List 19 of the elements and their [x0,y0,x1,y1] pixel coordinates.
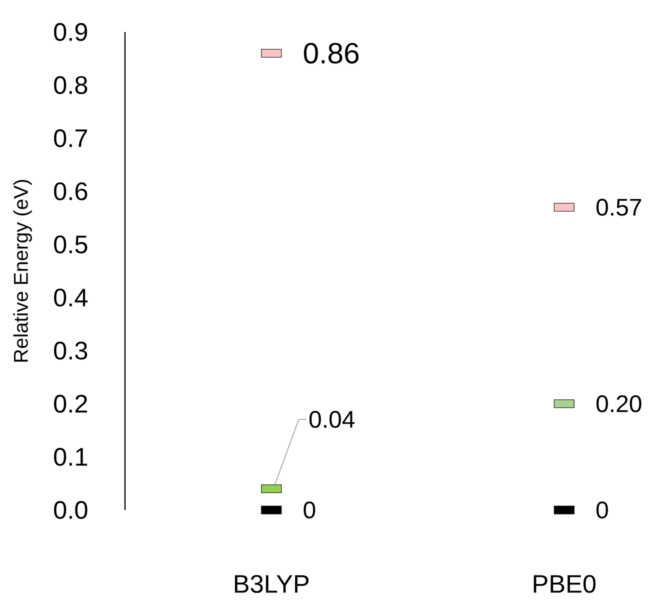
y-tick-label: 0.1 [54,448,88,466]
y-tick-label: 0.4 [54,288,88,307]
x-tick-label: B3LYP [234,574,309,593]
x-tick-label: PBE0 [534,574,596,593]
data-label: 0.86 [304,42,359,64]
y-axis-title: Relative Energy (eV) [13,180,32,362]
y-tick-label: 0.2 [54,394,88,413]
data-label: 0.04 [309,410,355,428]
y-tick-label: 0.7 [54,129,88,148]
data-label: 0 [596,501,608,518]
y-tick-label: 0.0 [54,501,88,519]
data-label: 0.20 [596,395,642,412]
y-tick-label: 0.8 [54,76,88,94]
data-label: 0 [304,501,316,518]
y-tick-label: 0.9 [54,23,88,41]
y-tick-label: 0.6 [54,182,88,200]
y-tick-label: 0.5 [54,235,88,254]
y-tick-label: 0.3 [54,342,88,360]
data-label: 0.57 [596,198,642,216]
